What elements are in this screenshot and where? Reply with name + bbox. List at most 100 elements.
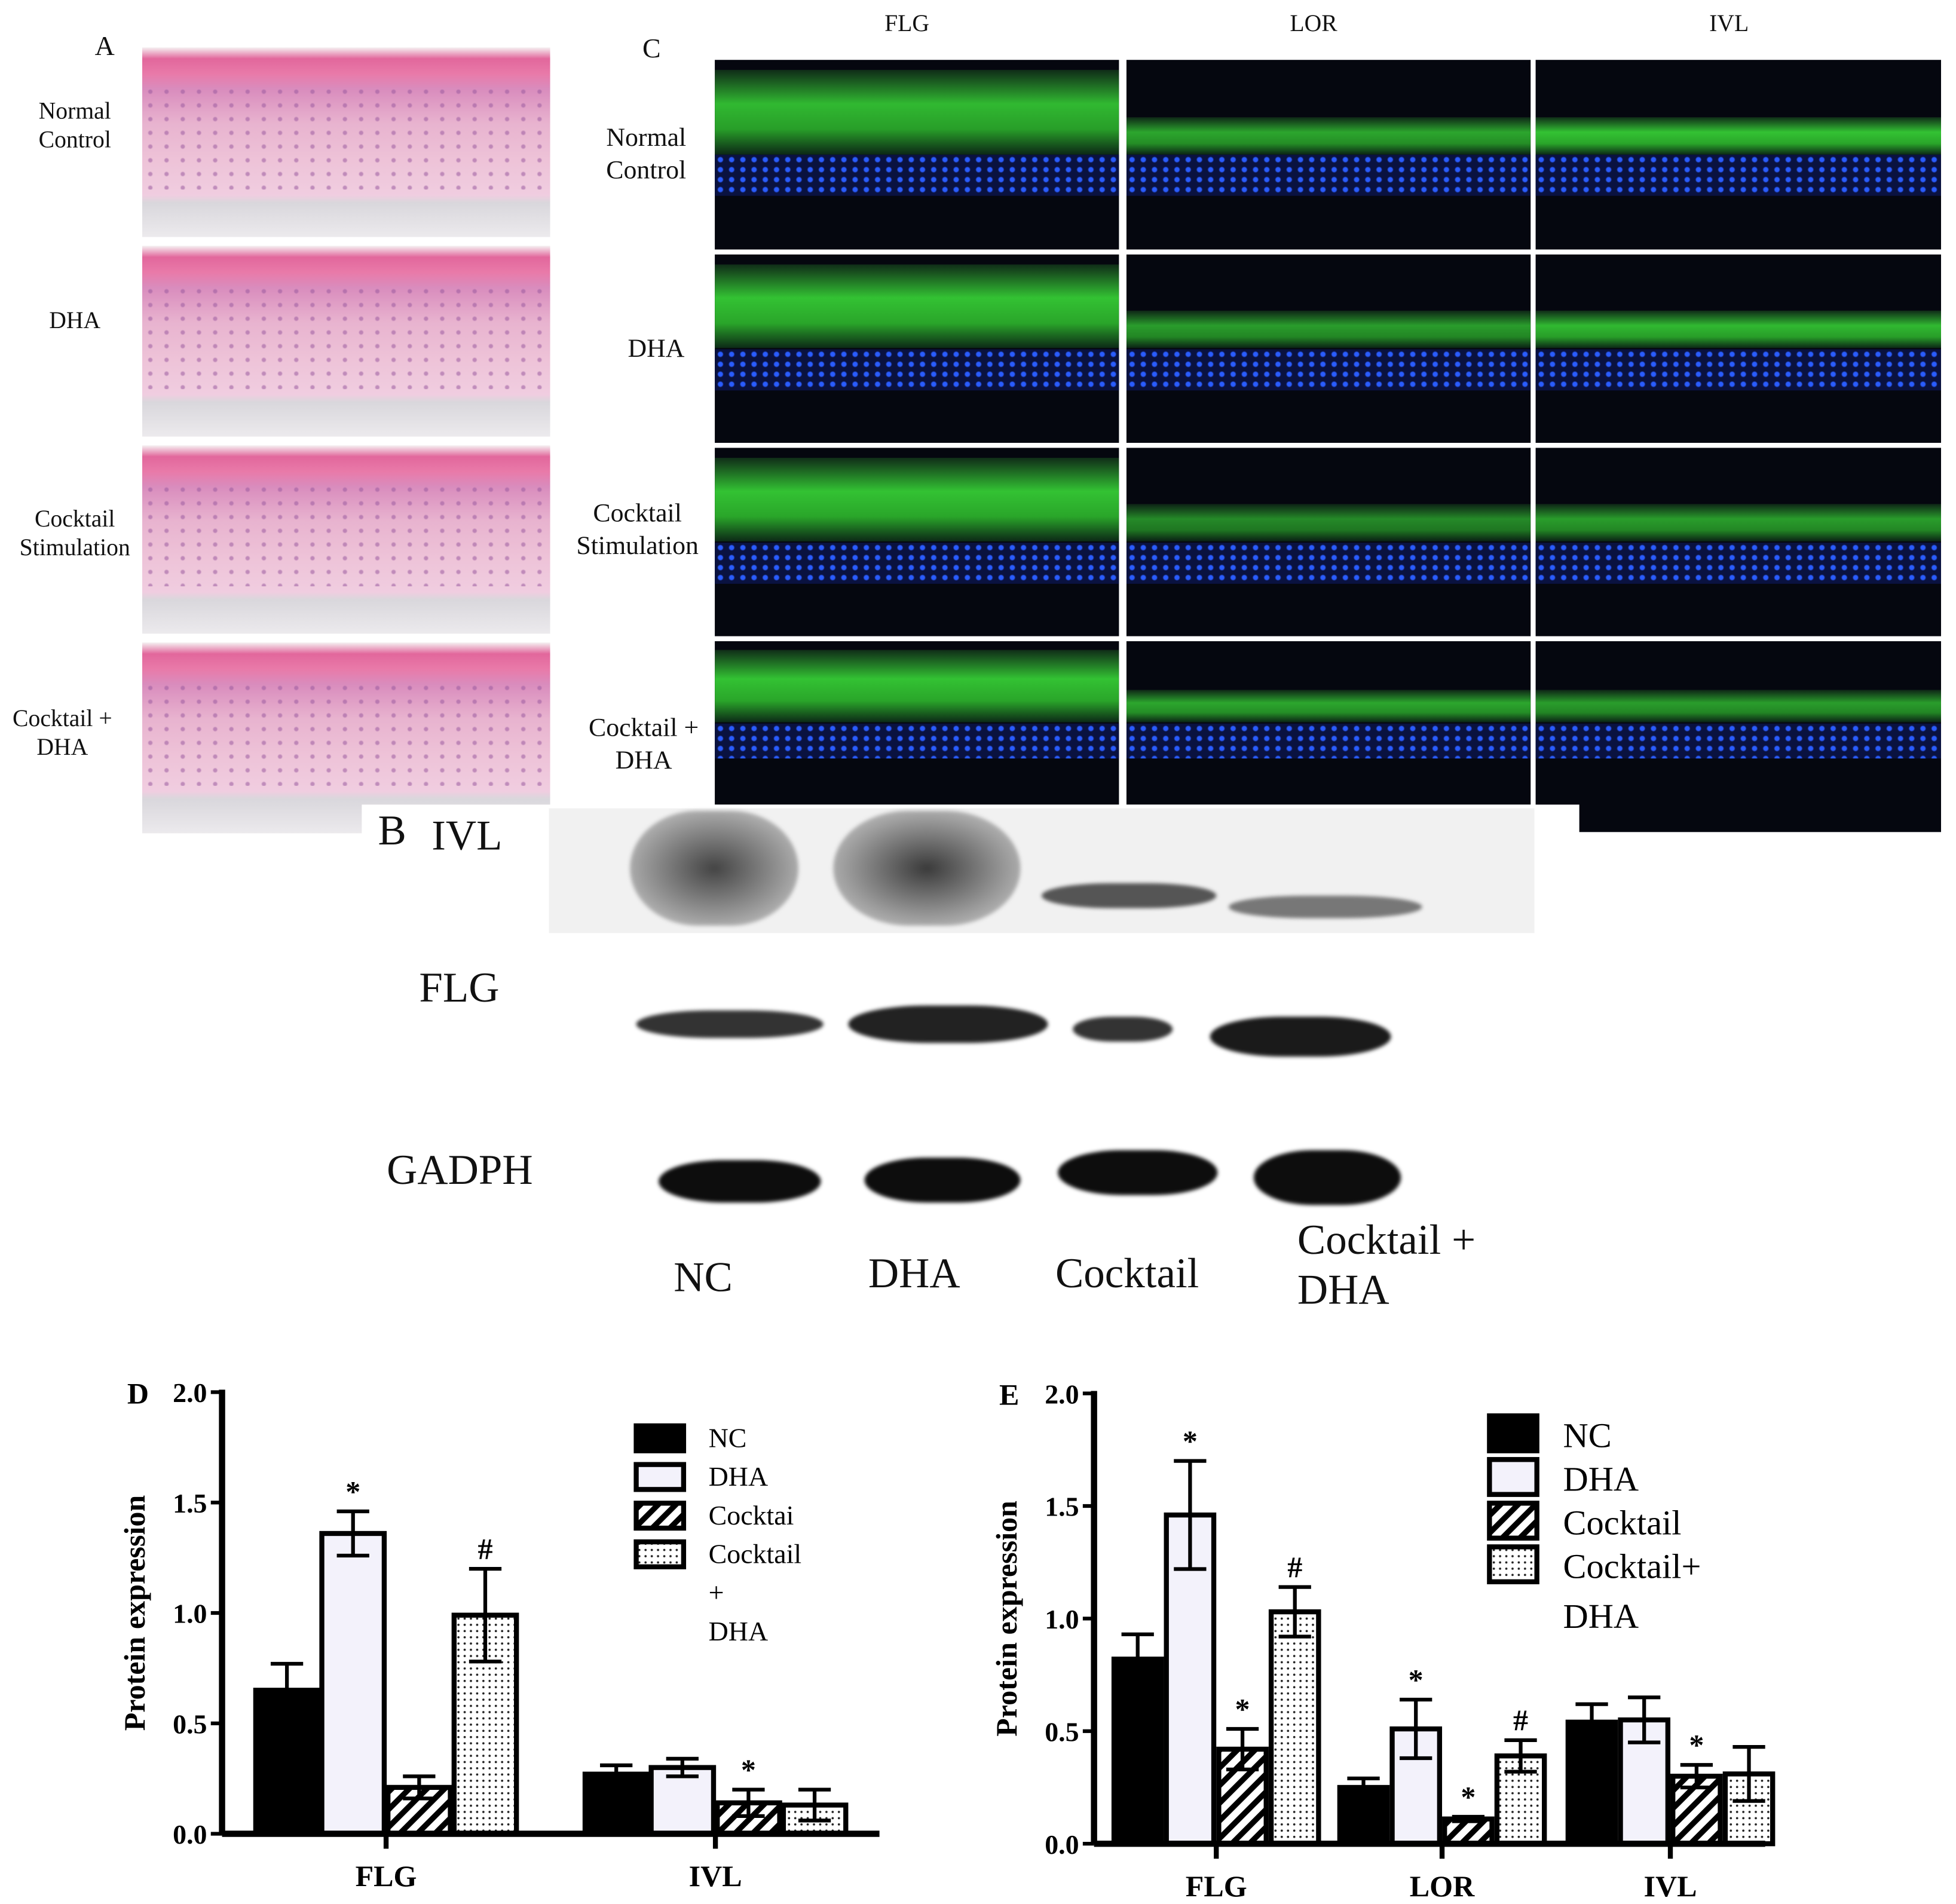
flg-band-nc [636,1010,824,1038]
lane-label: DHA [868,1251,960,1297]
significance-mark: * [1689,1728,1704,1762]
legend-label: DHA [1563,1597,1639,1636]
y-tick-label: 1.5 [173,1488,207,1519]
panel-a-row-label: Cocktail Stimulation [19,506,130,562]
chart-d: D 0.0 0.5 1.0 1.5 2.0 Protein expression * * # FLG… [118,1376,880,1893]
legend-label: Cocktail+ [1563,1547,1701,1586]
panel-c-row-label: Cocktail Stimulation [576,497,699,561]
fluorescence-image-lor-cocktail-dha [1126,641,1531,805]
bar-000000-flg [1111,1657,1164,1847]
panel-c-letter: C [642,32,661,64]
legend-label: DHA [709,1616,768,1646]
y-tick-label: 2.0 [1045,1379,1079,1409]
y-tick-label: 1.5 [1045,1492,1079,1522]
fluorescence-image-ivl-cocktail [1535,448,1941,636]
fluorescence-image-flg-normal-control [715,60,1119,250]
blot-label-flg: FLG [419,965,500,1012]
ivl-band-dha [833,810,1021,926]
panel-c-row-label: Normal Control [606,122,687,185]
significance-mark: * [1461,1780,1476,1813]
legend-swatch [1487,1501,1539,1541]
significance-mark: * [741,1753,756,1786]
gadph-band-cocktail-dha [1253,1150,1401,1205]
lane-label: NC [674,1254,733,1302]
panel-a-row-label: Cocktail + DHA [13,706,112,761]
significance-mark: # [477,1532,492,1565]
fluorescence-image-lor-dha [1126,254,1531,443]
legend-label: Cocktail [1563,1504,1682,1542]
y-tick-label: 0.5 [1045,1716,1079,1747]
panel-a-letter: A [94,30,115,62]
fluorescence-image-flg-cocktail [715,448,1119,636]
y-tick-label: 1.0 [1045,1604,1079,1634]
fluorescence-image-ivl-normal-control [1535,60,1941,250]
bar-000000-ivl [1565,1719,1618,1847]
legend-label: Cocktail [709,1539,802,1569]
significance-mark: * [1235,1692,1250,1725]
panel-b-letter: B [378,808,406,855]
y-tick-label: 0.5 [173,1709,207,1739]
panel-a-row-label: Normal Control [38,98,111,154]
panel-c-row-label: Cocktail + DHA [588,712,699,775]
fluorescence-image-lor-cocktail [1126,448,1531,636]
y-axis-label: Protein expression [118,1495,151,1731]
flg-band-cocktail [1073,1017,1173,1042]
fluorescence-image-flg-dha [715,254,1119,443]
panel-letter: E [999,1378,1019,1411]
blot-label-ivl: IVL [431,813,503,860]
legend-label: Cocktai [709,1500,794,1530]
lane-label: Cocktail + DHA [1297,1217,1476,1314]
y-tick-label: 0.0 [1045,1829,1079,1860]
legend-swatch [1487,1413,1539,1453]
significance-mark: * [345,1474,360,1508]
flg-band-dha [848,1005,1048,1043]
fluorescence-image-flg-cocktail-dha [715,641,1119,805]
legend-swatch [633,1539,687,1569]
gadph-band-dha [864,1158,1021,1203]
gadph-band-cocktail [1058,1150,1218,1195]
legend-swatch [1487,1544,1539,1584]
bar-000000-ivl [582,1771,650,1836]
flg-band-cocktail-dha [1210,1017,1391,1057]
x-category-label: IVL [689,1859,742,1893]
significance-mark: # [1513,1703,1528,1737]
y-axis-label: Protein expression [990,1501,1023,1737]
legend-label: NC [1563,1416,1612,1455]
he-micrograph-dha [142,246,550,437]
panel-a-row-label: DHA [49,308,101,335]
y-tick-label: 1.0 [173,1599,207,1629]
legend-swatch [633,1462,687,1492]
panel-c-column-header: LOR [1290,11,1337,38]
he-micrograph-cocktail [142,445,550,634]
legend-label: DHA [709,1461,768,1492]
gadph-band-nc [659,1160,821,1203]
y-tick-label: 0.0 [173,1819,207,1850]
legend-label: + [709,1577,724,1608]
x-category-label: IVL [1643,1869,1697,1903]
x-category-label: FLG [1186,1869,1247,1903]
bar-000000-lor [1337,1784,1390,1847]
legend-swatch [1487,1457,1539,1497]
fluorescence-image-ivl-cocktail-dha [1535,641,1941,832]
ivl-band-cocktail [1041,883,1217,908]
legend-label: DHA [1563,1459,1639,1498]
significance-mark: # [1287,1550,1302,1584]
significance-mark: * [1183,1424,1198,1458]
he-micrograph-normal-control [142,47,550,237]
bar-f3f2fb-flg [319,1530,387,1836]
ivl-band-nc [630,810,798,926]
panel-c-column-header: IVL [1709,11,1749,38]
lane-label: Cocktail [1055,1251,1199,1297]
fluorescence-image-ivl-dha [1535,254,1941,443]
ivl-band-cocktail-dha [1229,895,1422,919]
legend-swatch [633,1423,687,1453]
panel-c-column-header: FLG [884,11,930,38]
y-tick-label: 2.0 [173,1378,207,1408]
significance-mark: * [1409,1663,1424,1696]
panel-letter: D [127,1376,149,1410]
he-micrograph-cocktail-dha [142,642,550,834]
x-category-label: LOR [1410,1869,1475,1903]
legend-swatch [633,1501,687,1531]
x-category-label: FLG [356,1859,417,1893]
